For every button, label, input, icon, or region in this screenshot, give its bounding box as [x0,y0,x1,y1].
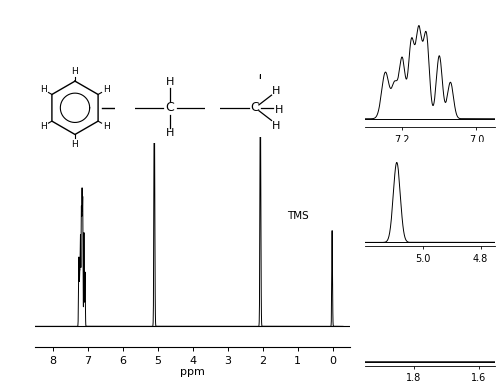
Text: H: H [104,85,110,94]
X-axis label: ppm: ppm [180,367,205,377]
Text: C: C [166,101,174,114]
X-axis label: ppm: ppm [419,265,441,275]
Text: H: H [40,122,46,131]
Text: H: H [72,67,78,75]
Text: H: H [104,122,110,131]
Text: C: C [250,101,260,114]
X-axis label: ppm: ppm [419,146,441,156]
Text: H: H [40,85,46,94]
Text: H: H [166,129,174,139]
Text: H: H [272,121,280,131]
Text: H: H [272,86,280,96]
Text: H: H [275,105,283,115]
Text: H: H [166,77,174,87]
Text: H: H [72,140,78,149]
Text: TMS: TMS [286,211,308,221]
